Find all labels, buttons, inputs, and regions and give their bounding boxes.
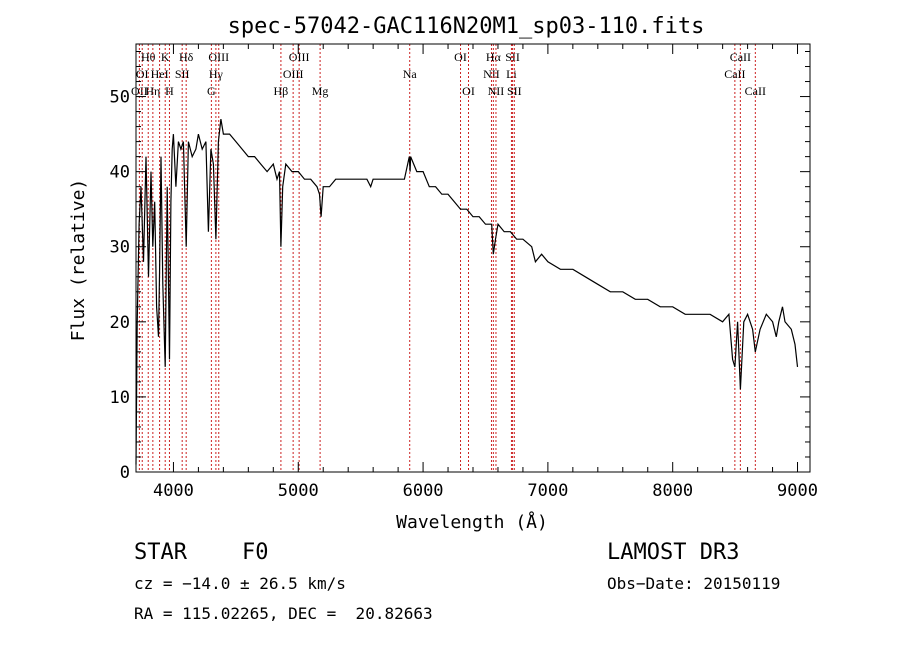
line-marker-label: Hη bbox=[145, 84, 160, 98]
line-marker-label: Hδ bbox=[179, 50, 194, 64]
line-marker-label: SII bbox=[505, 50, 520, 64]
line-marker-label: Hθ bbox=[141, 50, 156, 64]
line-marker-label: CaII bbox=[730, 50, 751, 64]
line-marker-label: SII bbox=[175, 67, 190, 81]
y-tick-label: 30 bbox=[110, 238, 130, 258]
line-marker-label: OII bbox=[131, 84, 148, 98]
object-class: STAR bbox=[134, 540, 187, 565]
line-marker-label: CaII bbox=[745, 84, 766, 98]
line-marker-label: Hα bbox=[486, 50, 502, 64]
line-marker-label: CaII bbox=[724, 67, 745, 81]
survey-name: LAMOST DR3 bbox=[607, 540, 740, 565]
y-tick-label: 0 bbox=[120, 463, 130, 483]
x-tick-label: 9000 bbox=[777, 481, 818, 501]
line-marker-label: H bbox=[165, 84, 174, 98]
y-tick-label: 20 bbox=[110, 313, 130, 333]
line-marker-label: OIII bbox=[289, 50, 310, 64]
line-marker-label: Na bbox=[403, 67, 418, 81]
x-axis-label: Wavelength (Å) bbox=[396, 511, 548, 533]
spectrum-line bbox=[135, 119, 799, 465]
x-tick-label: 8000 bbox=[652, 481, 693, 501]
line-marker-label: OI bbox=[462, 84, 475, 98]
spectrum-layer bbox=[135, 119, 799, 465]
y-tick-label: 50 bbox=[110, 88, 130, 108]
y-axis-label: Flux (relative) bbox=[68, 179, 89, 342]
x-tick-label: 5000 bbox=[278, 481, 319, 501]
line-marker-label: Li bbox=[506, 67, 517, 81]
x-tick-label: 7000 bbox=[527, 481, 568, 501]
y-tick-label: 10 bbox=[110, 388, 130, 408]
line-marker-label: OIII bbox=[208, 50, 229, 64]
line-marker-label: K bbox=[161, 50, 170, 64]
line-marker-label: OI bbox=[136, 67, 149, 81]
line-marker-label: SII bbox=[507, 84, 522, 98]
plot-frame bbox=[135, 43, 811, 473]
line-marker-label: NII bbox=[483, 67, 500, 81]
redshift-readout: cz = −14.0 ± 26.5 km/s bbox=[134, 574, 346, 593]
line-marker-label: Hβ bbox=[274, 84, 289, 98]
line-marker-label: OI bbox=[454, 50, 467, 64]
line-marker-label: Mg bbox=[312, 84, 329, 98]
x-tick-label: 6000 bbox=[403, 481, 444, 501]
line-marker-label: G bbox=[207, 84, 216, 98]
line-marker-label: Hγ bbox=[209, 67, 224, 81]
y-tick-label: 40 bbox=[110, 163, 130, 183]
obs-date: Obs−Date: 20150119 bbox=[607, 574, 781, 593]
line-marker-label: OIII bbox=[283, 67, 304, 81]
object-subclass: F0 bbox=[242, 540, 269, 565]
coordinates-readout: RA = 115.02265, DEC = 20.82663 bbox=[134, 604, 433, 623]
chart-title: spec-57042-GAC116N20M1_sp03-110.fits bbox=[228, 14, 705, 39]
axes: 4000 5000 6000 7000 8000 9000 0 10 20 30 40 50 bbox=[110, 44, 818, 501]
line-marker-label: HeI bbox=[151, 67, 169, 81]
line-marker-label: NII bbox=[488, 84, 505, 98]
spectral-line-markers: OIIOIHθHηHeIKHSIIHδGHγOIIIHβOIIIOIIIMgNa… bbox=[131, 44, 766, 472]
x-tick-label: 4000 bbox=[153, 481, 194, 501]
